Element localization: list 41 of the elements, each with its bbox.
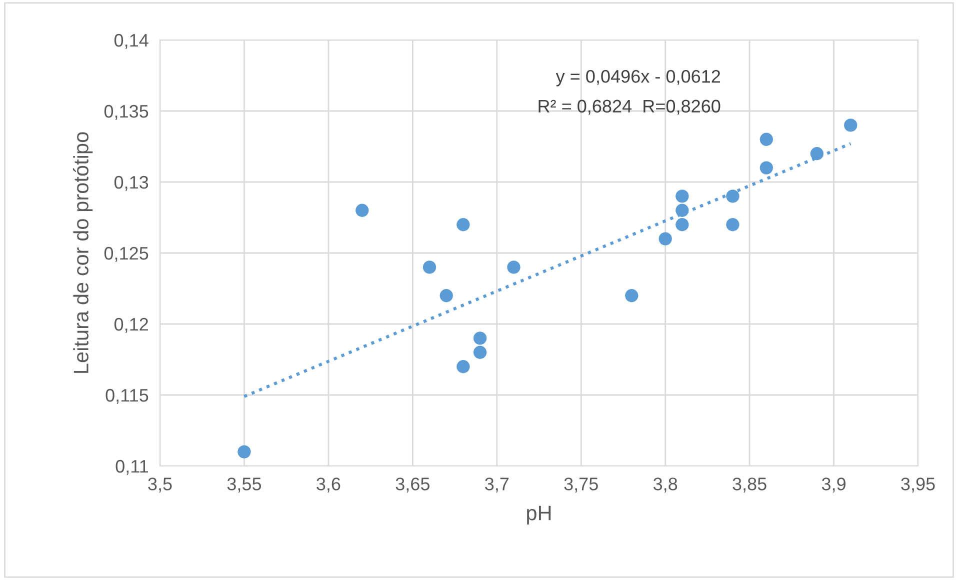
point: [507, 260, 520, 274]
annotation: R² = 0,6824 R=0,8260: [538, 100, 720, 115]
x-tick-label: 3,9: [822, 478, 846, 493]
x-tick-label: 3,5: [148, 478, 172, 493]
point: [760, 161, 773, 174]
point: [726, 190, 740, 203]
annotation: y = 0,0496x - 0,0612: [556, 70, 720, 86]
point: [844, 118, 858, 132]
point: [726, 218, 740, 232]
point: [356, 204, 369, 217]
point: [676, 218, 689, 232]
x-tick-label: 3,8: [653, 478, 678, 493]
x-tick-label: 3,7: [485, 478, 509, 493]
point: [473, 346, 487, 359]
point: [658, 232, 672, 246]
point: [456, 360, 470, 374]
x-tick-label: 3,85: [732, 478, 766, 493]
y-tick-label: 0,135: [104, 104, 148, 120]
x-tick-label: 3,65: [396, 478, 430, 493]
y-axis-title: Leitura de cor do protótipo: [72, 132, 93, 373]
x-axis-title: pH: [527, 506, 551, 524]
y-tick-label: 0,115: [106, 388, 148, 404]
point: [676, 190, 689, 203]
point: [625, 289, 638, 302]
point: [422, 260, 436, 274]
x-tick-label: 3,6: [316, 478, 340, 493]
point: [456, 218, 470, 232]
y-tick-label: 0,12: [114, 318, 148, 333]
point: [810, 147, 824, 160]
x-tick-label: 3,55: [227, 478, 262, 493]
y-tick-label: 0,13: [114, 176, 148, 191]
point: [238, 445, 251, 458]
point: [760, 132, 773, 146]
x-tick-label: 3,75: [564, 478, 598, 493]
point: [676, 204, 689, 217]
point: [440, 289, 453, 302]
y-tick-label: 0,14: [114, 34, 148, 49]
y-tick-label: 0,11: [116, 460, 148, 475]
y-tick-label: 0,125: [104, 246, 148, 262]
point: [473, 332, 487, 345]
x-tick-label: 3,95: [901, 478, 935, 493]
